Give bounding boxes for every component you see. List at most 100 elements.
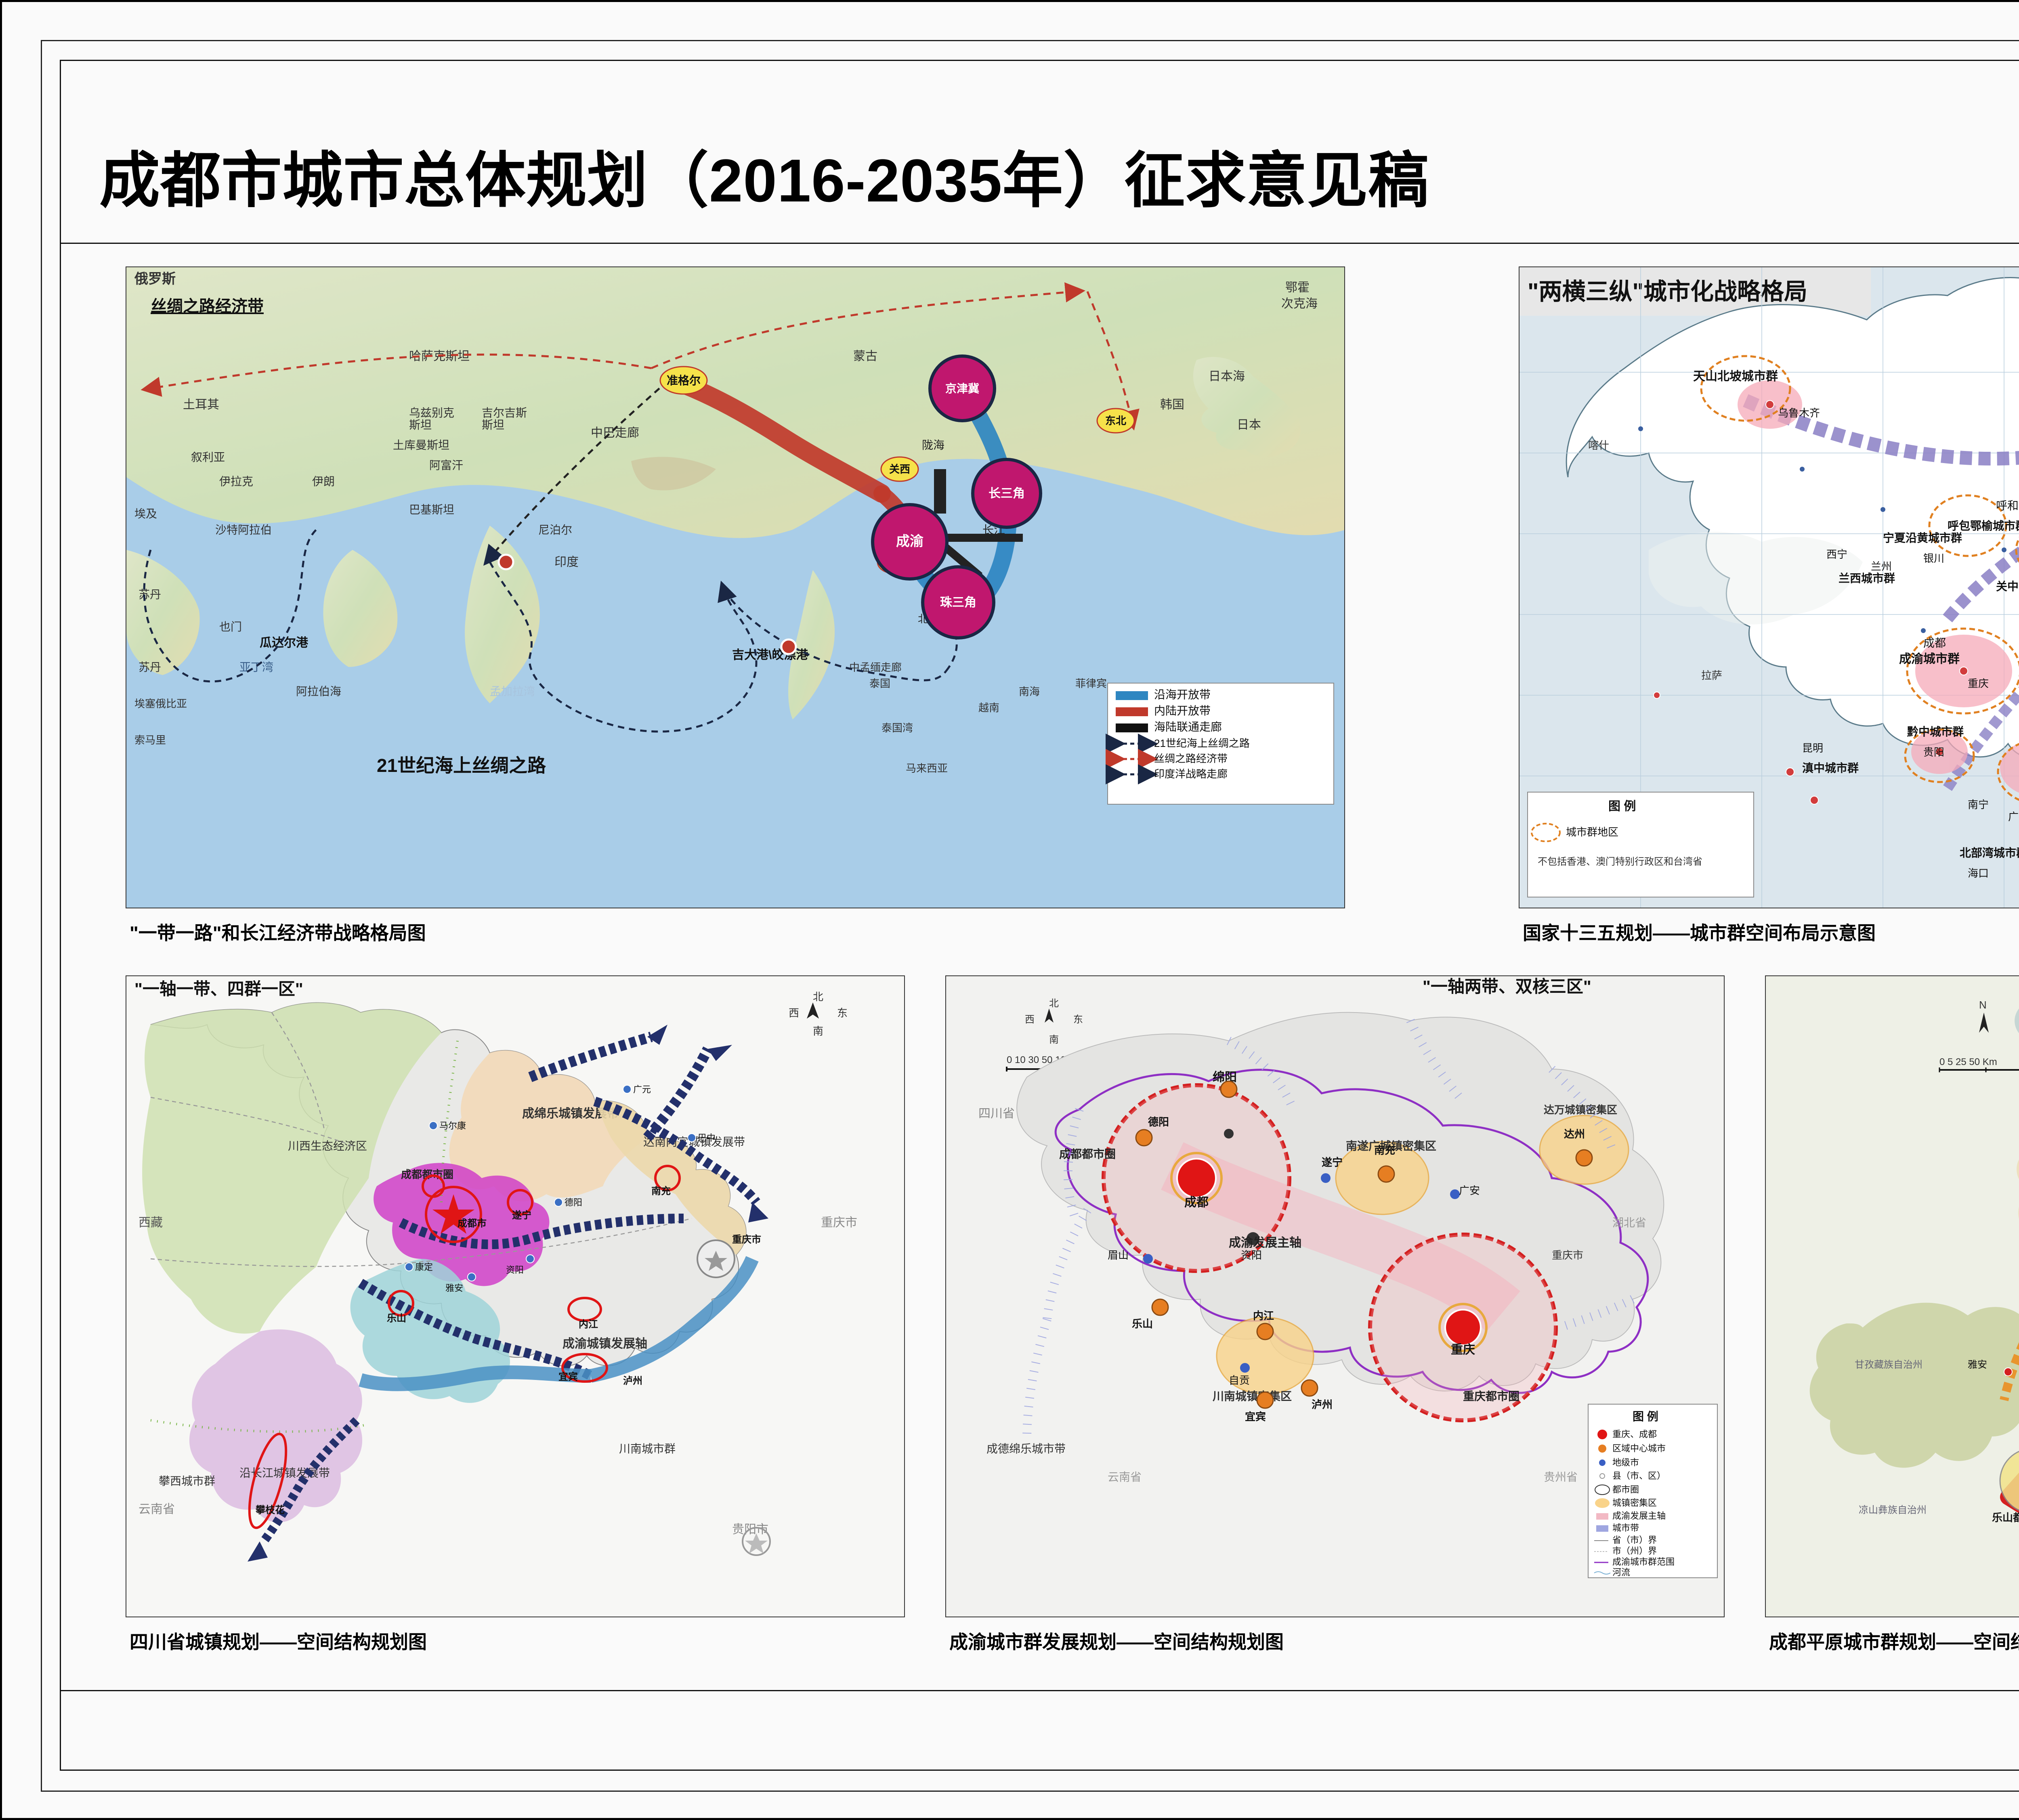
svg-text:雅安: 雅安 — [445, 1283, 463, 1293]
svg-text:日本: 日本 — [1237, 418, 1261, 432]
svg-text:南: 南 — [813, 1025, 823, 1037]
svg-text:成都都市圈: 成都都市圈 — [1059, 1147, 1116, 1160]
svg-text:乐山: 乐山 — [387, 1313, 406, 1324]
svg-text:斯坦: 斯坦 — [409, 419, 432, 431]
svg-text:埃及: 埃及 — [134, 507, 157, 520]
svg-text:斯坦: 斯坦 — [482, 419, 504, 431]
svg-text:叙利亚: 叙利亚 — [191, 451, 225, 463]
svg-text:重庆市: 重庆市 — [1552, 1249, 1583, 1261]
svg-text:海口: 海口 — [1968, 867, 1989, 879]
svg-text:河流: 河流 — [1612, 1567, 1630, 1577]
svg-text:"一轴两带、双核三区": "一轴两带、双核三区" — [1423, 977, 1591, 996]
svg-text:西宁: 西宁 — [1826, 548, 1847, 560]
svg-text:南充: 南充 — [1374, 1144, 1395, 1156]
svg-text:海陆联通走廊: 海陆联通走廊 — [1154, 721, 1222, 733]
svg-text:达州: 达州 — [1564, 1128, 1585, 1140]
svg-text:蒙古: 蒙古 — [853, 350, 877, 363]
svg-text:凉山彝族自治州: 凉山彝族自治州 — [1859, 1505, 1927, 1516]
svg-text:陇海: 陇海 — [922, 439, 944, 451]
svg-text:沿海开放带: 沿海开放带 — [1154, 688, 1211, 701]
svg-text:乐山: 乐山 — [1132, 1318, 1153, 1330]
svg-text:北部湾城市群: 北部湾城市群 — [1960, 846, 2019, 859]
svg-text:孟加拉湾: 孟加拉湾 — [490, 685, 535, 698]
svg-text:乌兹别克: 乌兹别克 — [409, 407, 454, 419]
svg-text:鄂霍: 鄂霍 — [1285, 281, 1310, 294]
svg-text:德阳: 德阳 — [1148, 1116, 1169, 1128]
svg-text:区域中心城市: 区域中心城市 — [1612, 1443, 1666, 1453]
svg-text:日本海: 日本海 — [1209, 370, 1245, 383]
svg-text:成渝: 成渝 — [896, 534, 923, 549]
svg-text:市（州）界: 市（州）界 — [1612, 1546, 1657, 1556]
svg-text:准格尔: 准格尔 — [667, 374, 701, 387]
svg-text:成渝城市群: 成渝城市群 — [1899, 652, 1960, 666]
svg-text:"两横三纵"城市化战略格局: "两横三纵"城市化战略格局 — [1528, 279, 1807, 305]
svg-text:德阳: 德阳 — [565, 1197, 582, 1208]
svg-text:次克海: 次克海 — [1281, 297, 1318, 310]
svg-text:西: 西 — [1025, 1014, 1035, 1025]
svg-text:甘孜藏族自治州: 甘孜藏族自治州 — [1855, 1359, 1922, 1370]
svg-text:兰西城市群: 兰西城市群 — [1839, 572, 1895, 585]
svg-text:黔中城市群: 黔中城市群 — [1907, 725, 1964, 738]
svg-text:乌鲁木齐: 乌鲁木齐 — [1778, 407, 1820, 419]
svg-text:云南省: 云南省 — [1108, 1471, 1142, 1483]
svg-text:乐山都市圈: 乐山都市圈 — [1992, 1512, 2019, 1524]
svg-text:东北: 东北 — [1105, 415, 1126, 427]
svg-text:湖北省: 湖北省 — [1612, 1216, 1646, 1229]
svg-text:达万城镇密集区: 达万城镇密集区 — [1544, 1104, 1617, 1116]
svg-text:遂宁: 遂宁 — [1322, 1156, 1343, 1168]
svg-text:苏丹: 苏丹 — [139, 588, 161, 601]
svg-text:重庆、成都: 重庆、成都 — [1612, 1429, 1657, 1439]
svg-text:康定: 康定 — [415, 1262, 433, 1272]
svg-text:都市圈: 都市圈 — [1612, 1485, 1639, 1495]
svg-text:图 例: 图 例 — [1608, 800, 1636, 813]
svg-text:地级市: 地级市 — [1612, 1457, 1639, 1468]
svg-text:重庆市: 重庆市 — [821, 1216, 857, 1229]
svg-text:贵州省: 贵州省 — [1544, 1471, 1578, 1483]
svg-text:内江: 内江 — [1253, 1310, 1274, 1322]
svg-text:巴基斯坦: 巴基斯坦 — [409, 503, 454, 516]
svg-text:土耳其: 土耳其 — [183, 398, 219, 411]
svg-text:索马里: 索马里 — [134, 734, 166, 746]
svg-text:阿富汗: 阿富汗 — [429, 459, 463, 472]
svg-text:不包括香港、澳门特别行政区和台湾省: 不包括香港、澳门特别行政区和台湾省 — [1538, 856, 1702, 867]
svg-text:阿拉伯海: 阿拉伯海 — [296, 685, 341, 698]
svg-text:南宁: 南宁 — [1968, 799, 1989, 811]
svg-text:N: N — [1979, 999, 1987, 1011]
svg-text:川南城市群: 川南城市群 — [619, 1443, 676, 1455]
svg-text:图 例: 图 例 — [1633, 1410, 1658, 1423]
svg-text:省（市）界: 省（市）界 — [1612, 1535, 1657, 1545]
svg-text:伊朗: 伊朗 — [312, 475, 335, 488]
svg-text:攀西城市群: 攀西城市群 — [159, 1475, 215, 1487]
svg-text:西藏: 西藏 — [139, 1216, 163, 1229]
svg-text:亚丁湾: 亚丁湾 — [239, 661, 273, 673]
svg-text:菲律宾: 菲律宾 — [1075, 677, 1107, 690]
svg-text:广州: 广州 — [2008, 811, 2019, 823]
svg-text:攀枝花: 攀枝花 — [255, 1505, 285, 1516]
svg-text:川西生态经济区: 川西生态经济区 — [288, 1140, 367, 1152]
svg-text:四川省: 四川省 — [978, 1107, 1015, 1120]
svg-text:喀什: 喀什 — [1588, 439, 1609, 451]
svg-text:成渝城镇发展轴: 成渝城镇发展轴 — [562, 1337, 647, 1350]
svg-text:泰国湾: 泰国湾 — [881, 722, 913, 734]
svg-text:广安: 广安 — [1459, 1185, 1480, 1197]
svg-text:北: 北 — [813, 991, 823, 1003]
svg-text:沙特阿拉伯: 沙特阿拉伯 — [215, 524, 272, 536]
svg-text:泸州: 泸州 — [1312, 1399, 1333, 1411]
svg-text:泰国: 泰国 — [869, 677, 890, 690]
svg-text:21世纪海上丝绸之路: 21世纪海上丝绸之路 — [377, 755, 546, 776]
svg-text:印度: 印度 — [554, 556, 579, 569]
svg-text:滇中城市群: 滇中城市群 — [1802, 761, 1859, 774]
svg-text:成渝发展主轴: 成渝发展主轴 — [1229, 1236, 1301, 1250]
svg-text:丝绸之路经济带: 丝绸之路经济带 — [151, 298, 264, 315]
svg-text:韩国: 韩国 — [1160, 398, 1184, 411]
svg-text:俄罗斯: 俄罗斯 — [134, 271, 176, 287]
svg-text:城镇密集区: 城镇密集区 — [1612, 1498, 1657, 1508]
svg-text:昆明: 昆明 — [1802, 742, 1823, 754]
svg-text:马来西亚: 马来西亚 — [906, 762, 948, 774]
svg-text:泸州: 泸州 — [623, 1375, 642, 1386]
svg-text:内陆开放带: 内陆开放带 — [1154, 705, 1211, 717]
svg-text:遂宁: 遂宁 — [512, 1210, 531, 1221]
svg-text:宁夏沿黄城市群: 宁夏沿黄城市群 — [1883, 531, 1962, 544]
svg-text:关西: 关西 — [889, 463, 910, 475]
svg-text:"一轴一带、四群一区": "一轴一带、四群一区" — [134, 979, 303, 998]
